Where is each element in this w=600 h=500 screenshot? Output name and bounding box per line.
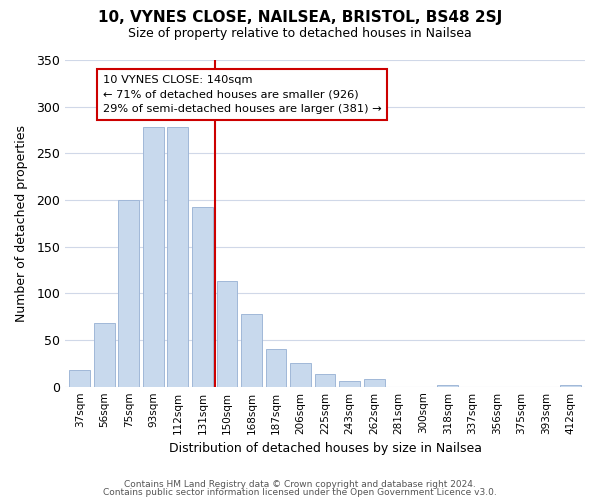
Bar (290, 364, 311, 386)
Text: Contains public sector information licensed under the Open Government Licence v3: Contains public sector information licen… (103, 488, 497, 497)
Text: 10, VYNES CLOSE, NAILSEA, BRISTOL, BS48 2SJ: 10, VYNES CLOSE, NAILSEA, BRISTOL, BS48 … (98, 10, 502, 25)
Text: 10 VYNES CLOSE: 140sqm
← 71% of detached houses are smaller (926)
29% of semi-de: 10 VYNES CLOSE: 140sqm ← 71% of detached… (103, 74, 381, 114)
Bar (70, 370, 90, 386)
X-axis label: Distribution of detached houses by size in Nailsea: Distribution of detached houses by size … (169, 442, 482, 455)
Bar (94, 323, 115, 386)
Bar (364, 379, 385, 386)
Bar (339, 381, 360, 386)
Text: Contains HM Land Registry data © Crown copyright and database right 2024.: Contains HM Land Registry data © Crown c… (124, 480, 476, 489)
Bar (143, 127, 164, 386)
Bar (241, 314, 262, 386)
Y-axis label: Number of detached properties: Number of detached properties (15, 125, 28, 322)
Bar (437, 385, 458, 386)
Bar (217, 281, 238, 386)
Bar (560, 385, 581, 386)
Bar (192, 206, 213, 386)
Bar (314, 374, 335, 386)
Bar (118, 200, 139, 386)
Text: Size of property relative to detached houses in Nailsea: Size of property relative to detached ho… (128, 28, 472, 40)
Bar (266, 350, 286, 387)
Bar (167, 127, 188, 386)
